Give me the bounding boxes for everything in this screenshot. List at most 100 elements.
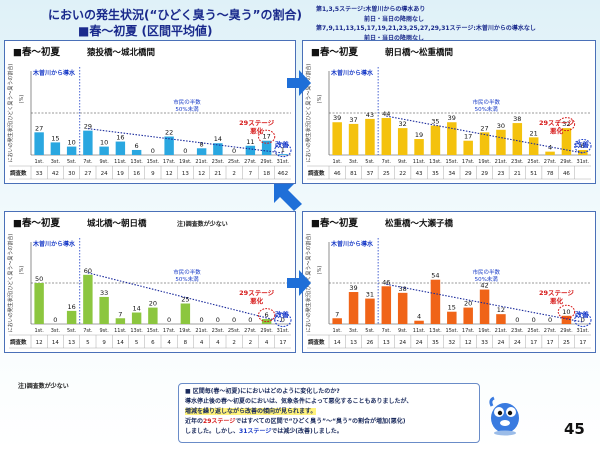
count-cell: 16 [133, 171, 140, 177]
count-cell: 26 [366, 340, 373, 346]
bar-value-label: 27 [480, 124, 488, 132]
bar [463, 140, 473, 155]
bar [131, 312, 142, 324]
count-cell: 46 [334, 171, 341, 177]
x-tick-label: 25st. [527, 328, 540, 334]
bar-value-label: 16 [67, 303, 75, 311]
x-tick-label: 27st. [544, 159, 557, 165]
count-cell: 12 [465, 340, 472, 346]
count-cell: 14 [334, 340, 341, 346]
note-line-2: 前日・当日の降雨なし [364, 15, 425, 23]
x-tick-label: 25st. [527, 159, 540, 165]
bar [83, 130, 93, 155]
bar-value-label: 42 [480, 282, 488, 290]
bar-value-label: 50 [35, 275, 43, 283]
threshold-label-2: 50%未満 [175, 275, 199, 283]
x-tick-label: 17st. [163, 159, 176, 165]
bar [561, 128, 572, 155]
bar-value-label: 60 [84, 267, 92, 275]
x-tick-label: 31st. [577, 328, 590, 334]
x-tick-label: 25st. [228, 159, 241, 165]
count-cell: 8 [184, 340, 188, 346]
trend-line [386, 283, 583, 323]
count-cell: 4 [200, 340, 204, 346]
inflow-label: 木曽川から導水 [330, 240, 374, 248]
threshold-label-2: 50%未満 [175, 105, 199, 113]
bar-value-label: 0 [515, 316, 519, 324]
bar [479, 132, 490, 155]
count-cell: 21 [514, 171, 521, 177]
count-row-label: 調査数 [308, 338, 325, 346]
chart-4: ■春～初夏松重橋～大瀬子橋においの発生状況(ひどく臭う～臭うの割合)(%)市民の… [305, 217, 592, 349]
worse-label: 29ステージ [539, 119, 574, 127]
x-tick-label: 9st. [398, 159, 408, 165]
bar [447, 311, 457, 324]
bar [148, 307, 158, 324]
worse-circle [258, 129, 276, 144]
bar-value-label: 10 [67, 139, 75, 147]
inflow-label: 木曽川から導水 [330, 69, 374, 77]
worse-label: 29ステージ [239, 289, 274, 297]
bar [365, 118, 375, 155]
chart-panel-3: ■春～初夏 城北橋～朝日橋 注)調査数が少ない においの発生状況(ひどく臭う～臭うの割… [4, 211, 296, 353]
bar [99, 146, 109, 155]
x-tick-label: 11st. [114, 159, 127, 165]
count-cell: 5 [135, 340, 139, 346]
bar-value-label: 8 [200, 140, 204, 148]
improve-label: 改善 [275, 140, 289, 149]
x-tick-label: 23st. [511, 159, 524, 165]
x-tick-label: 11st. [114, 328, 127, 334]
count-cell: 13 [350, 340, 357, 346]
count-row-label: 調査数 [10, 169, 27, 177]
worse-label: 29ステージ [239, 119, 274, 127]
x-tick-label: 17st. [462, 328, 475, 334]
bar [99, 296, 109, 324]
worse-label-2: 悪化 [250, 126, 264, 135]
bar-value-label: 17 [262, 133, 270, 141]
bar-value-label: 27 [35, 124, 43, 132]
count-cell: 33 [481, 340, 488, 346]
chart-3: ■春～初夏 城北橋～朝日橋 注)調査数が少ないにおいの発生状況(ひどく臭う～臭うの割… [7, 217, 292, 349]
summary-line-2: 増減を繰り返しながら改善の傾向が見られます。 [185, 408, 317, 415]
count-cell: 17 [579, 340, 586, 346]
x-tick-label: 3st. [51, 159, 61, 165]
count-cell: 81 [350, 171, 357, 177]
x-tick-label: 31st. [277, 328, 290, 334]
count-cell: 9 [151, 171, 155, 177]
bar [496, 314, 506, 324]
x-tick-label: 27st. [244, 328, 257, 334]
bar [447, 122, 457, 155]
y-axis-unit: (%) [19, 95, 25, 104]
x-tick-label: 13st. [130, 328, 143, 334]
stage-notes: 第1,3,5ステージ:木曽川からの導水あり 前日・当日の降雨なし 第7,9,11… [316, 5, 536, 43]
bar-value-label: 14 [214, 135, 222, 143]
count-row-label: 調査数 [10, 338, 27, 346]
x-tick-label: 13st. [429, 159, 442, 165]
count-cell: 19 [117, 171, 124, 177]
y-axis-label: においの発生状況(ひどく臭う～臭うの割合) [7, 234, 14, 333]
chart-section: 猿投橋～城北橋間 [86, 47, 155, 58]
bar-value-label: 38 [399, 285, 407, 293]
bar-value-label: 0 [581, 316, 585, 324]
x-tick-label: 1st. [34, 328, 44, 334]
count-cell: 12 [198, 171, 205, 177]
count-cell: 35 [432, 340, 439, 346]
bar [381, 118, 392, 155]
x-tick-label: 29st. [260, 328, 273, 334]
count-cell: 5 [86, 340, 90, 346]
bar-value-label: 19 [415, 131, 423, 139]
count-cell: 35 [432, 171, 439, 177]
x-tick-label: 15st. [446, 328, 459, 334]
bar-value-label: 35 [431, 118, 439, 126]
count-cell: 46 [563, 171, 570, 177]
x-tick-label: 23st. [511, 328, 524, 334]
count-cell: 27 [84, 171, 91, 177]
count-cell: 4 [216, 340, 220, 346]
chart-panel-1: ■春～初夏 猿投橋～城北橋間 においの発生状況(ひどく臭う～臭うの割合) (%) 市民の… [4, 40, 296, 184]
x-tick-label: 9st. [398, 328, 408, 334]
chart-note: 注)調査数が少ない [177, 220, 228, 228]
bar [180, 303, 191, 324]
bar-value-label: 15 [448, 304, 456, 312]
bar-value-label: 0 [151, 147, 155, 155]
x-tick-label: 1st. [333, 159, 343, 165]
